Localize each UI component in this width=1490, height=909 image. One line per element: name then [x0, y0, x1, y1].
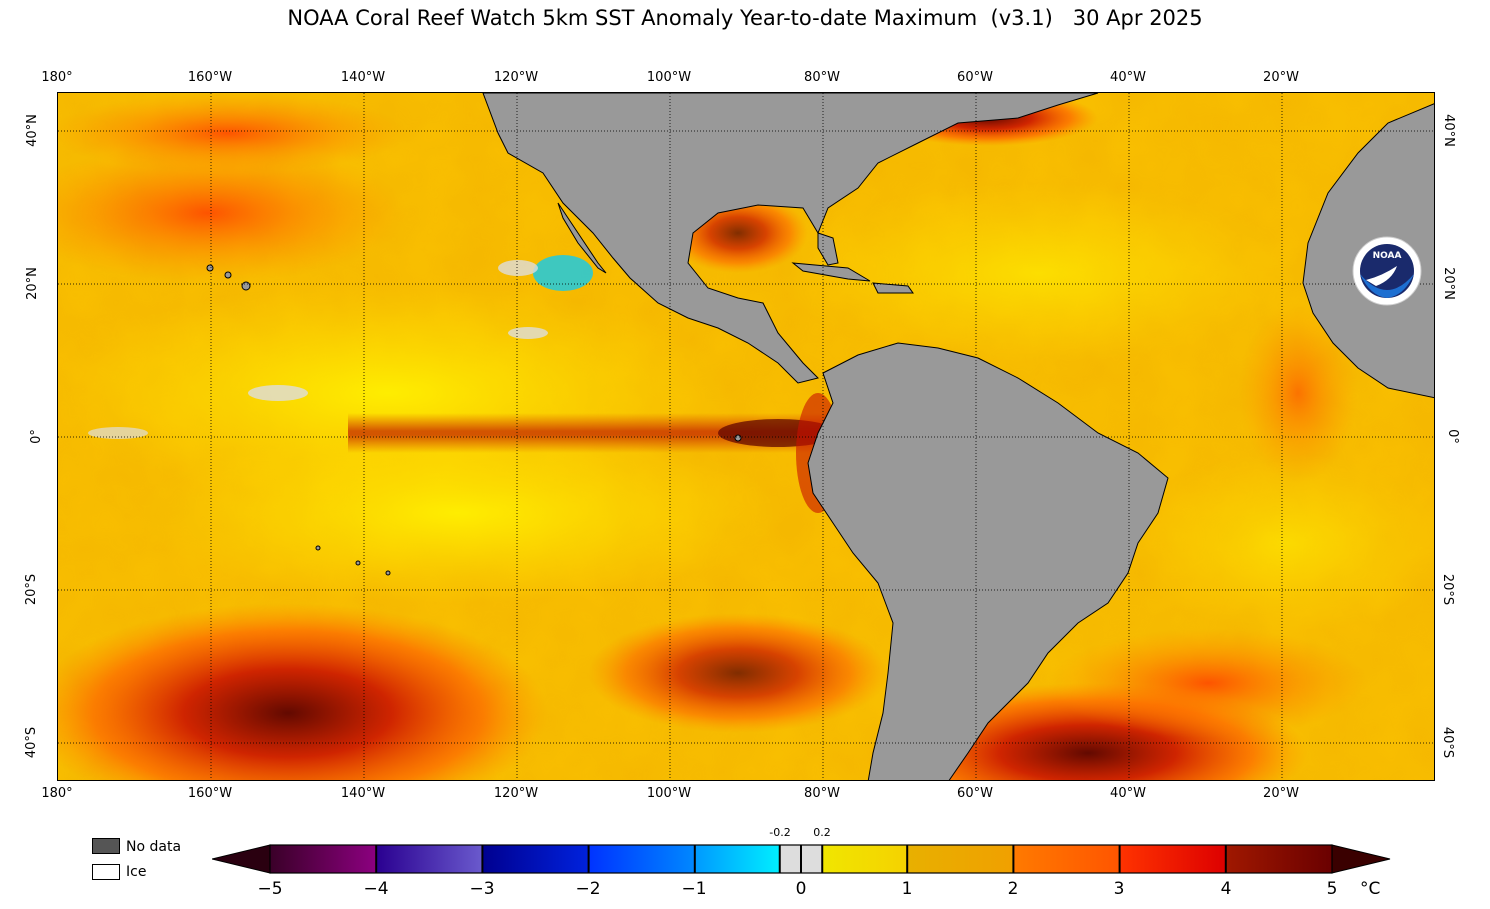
colorbar-tick: −1 [681, 879, 707, 899]
colorbar-segment [1225, 845, 1332, 873]
colorbar-low-arrow [212, 844, 271, 874]
colorbar-tick: −4 [363, 879, 389, 899]
colorbar-frame [269, 844, 1333, 874]
island [385, 570, 391, 576]
lon-tick-top: 140°W [340, 70, 386, 85]
lon-tick-bottom: 80°W [804, 786, 840, 801]
noaa-logo-text: NOAA [1373, 251, 1402, 261]
lon-tick-bottom: 120°W [493, 786, 539, 801]
colorbar-segment [907, 845, 1014, 873]
land-south-america [807, 342, 1169, 780]
map-svg [58, 93, 1434, 780]
lat-tick-right: 20°N [1440, 267, 1456, 300]
colorbar-segment [588, 845, 695, 873]
land-hispaniola [872, 282, 914, 294]
lat-tick-left: 40°N [24, 114, 40, 147]
warm-zone [1238, 303, 1358, 483]
colorbar-segment [1119, 845, 1226, 873]
lon-tick-top: 100°W [646, 70, 692, 85]
colorbar-segment [694, 845, 780, 873]
lon-tick-bottom: 140°W [340, 786, 386, 801]
colorbar-segment [822, 845, 908, 873]
warm-zone [1048, 628, 1368, 738]
colorbar-unit: °C [1360, 879, 1381, 899]
lon-tick-top: 40°W [1110, 70, 1146, 85]
lat-tick-left: 20°N [24, 267, 40, 300]
lat-tick-right: 40°S [1440, 726, 1456, 759]
lon-tick-top: 20°W [1263, 70, 1299, 85]
land-cuba [791, 262, 871, 282]
colorbar-tick: 2 [1007, 879, 1019, 899]
no-data-swatch [92, 838, 120, 854]
island [206, 264, 214, 272]
neutral-zone [498, 260, 538, 276]
warm-zone [58, 93, 408, 173]
lon-tick-top: 60°W [957, 70, 993, 85]
lon-tick-bottom: 40°W [1110, 786, 1146, 801]
land-north-america [482, 93, 1099, 384]
lat-tick-left: 40°S [24, 726, 40, 759]
colorbar-segment [270, 845, 377, 873]
colorbar-segment [482, 845, 589, 873]
island [315, 545, 321, 551]
lon-tick-top: 160°W [187, 70, 233, 85]
lon-tick-top: 120°W [493, 70, 539, 85]
yellow-zone [778, 183, 1298, 363]
hot-zone [58, 603, 548, 780]
colorbar-tick: 4 [1220, 879, 1232, 899]
colorbar-tick: −2 [575, 879, 601, 899]
sst-anomaly-map [57, 92, 1435, 781]
map-title: NOAA Coral Reef Watch 5km SST Anomaly Ye… [287, 6, 1203, 30]
lon-tick-bottom: 20°W [1263, 786, 1299, 801]
graticule [58, 93, 1434, 780]
lon-tick-bottom: 60°W [957, 786, 993, 801]
colorbar-segment [1013, 845, 1120, 873]
lon-tick-bottom: 160°W [187, 786, 233, 801]
colorbar-tick: −3 [469, 879, 495, 899]
yellow-zone [138, 423, 778, 603]
colorbar-tick: 3 [1113, 879, 1125, 899]
island [734, 434, 742, 442]
colorbar-small-tick: -0.2 [769, 826, 791, 839]
lat-tick-left: 20°S [24, 573, 40, 606]
noaa-logo: NOAA [1352, 236, 1422, 306]
hot-zone [588, 613, 888, 733]
island [241, 281, 251, 291]
colorbar-tick: 1 [901, 879, 913, 899]
colorbar-tick: 5 [1326, 879, 1338, 899]
colorbar-tick: −5 [257, 879, 283, 899]
colorbar [212, 844, 1391, 874]
colorbar-tick: 0 [795, 879, 807, 899]
ice-swatch [92, 864, 120, 880]
lon-tick-top: 180° [41, 70, 73, 85]
land-baja [557, 202, 607, 274]
island [355, 560, 361, 566]
island [224, 271, 232, 279]
colorbar-high-arrow [1331, 844, 1391, 874]
cool-zone [533, 255, 593, 291]
lat-tick-right: 20°S [1440, 573, 1456, 606]
no-data-label: No data [126, 839, 182, 855]
neutral-zone [508, 327, 548, 339]
lon-tick-top: 80°W [804, 70, 840, 85]
colorbar-segment [376, 845, 483, 873]
neutral-zone [88, 427, 148, 439]
lon-tick-bottom: 100°W [646, 786, 692, 801]
warm-zone [58, 143, 408, 283]
yellow-zone [1128, 453, 1434, 633]
lat-tick-right: 40°N [1440, 114, 1456, 147]
lon-tick-bottom: 180° [41, 786, 73, 801]
ice-label: Ice [126, 864, 147, 880]
lat-tick-left: 0° [28, 429, 44, 444]
neutral-zone [248, 385, 308, 401]
colorbar-small-tick: 0.2 [813, 826, 831, 839]
lat-tick-right: 0° [1444, 429, 1460, 444]
